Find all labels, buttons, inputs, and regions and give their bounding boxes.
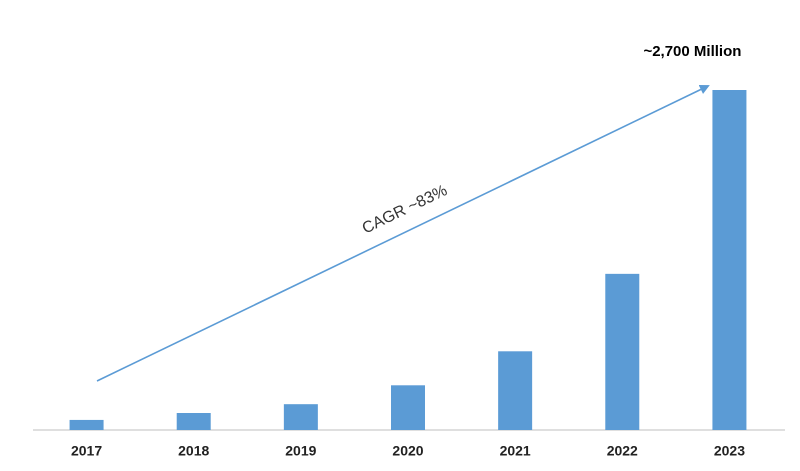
bar (712, 90, 747, 430)
bar (605, 273, 640, 430)
bar (176, 413, 211, 430)
bar (391, 385, 425, 430)
bar (69, 419, 104, 430)
bar (498, 351, 533, 430)
x-tick-label: 2021 (500, 443, 531, 459)
x-tick-label: 2023 (714, 443, 745, 459)
trend-arrow (96, 84, 710, 382)
value-label: ~2,700 Million (643, 43, 741, 60)
bar (283, 404, 318, 430)
x-tick-label: 2022 (607, 443, 638, 459)
x-tick-label: 2018 (178, 443, 209, 459)
x-tick-label: 2017 (71, 443, 102, 459)
x-tick-label: 2019 (285, 443, 316, 459)
x-tick-label: 2020 (392, 443, 423, 459)
annotation: CAGR ~83% (360, 182, 450, 237)
